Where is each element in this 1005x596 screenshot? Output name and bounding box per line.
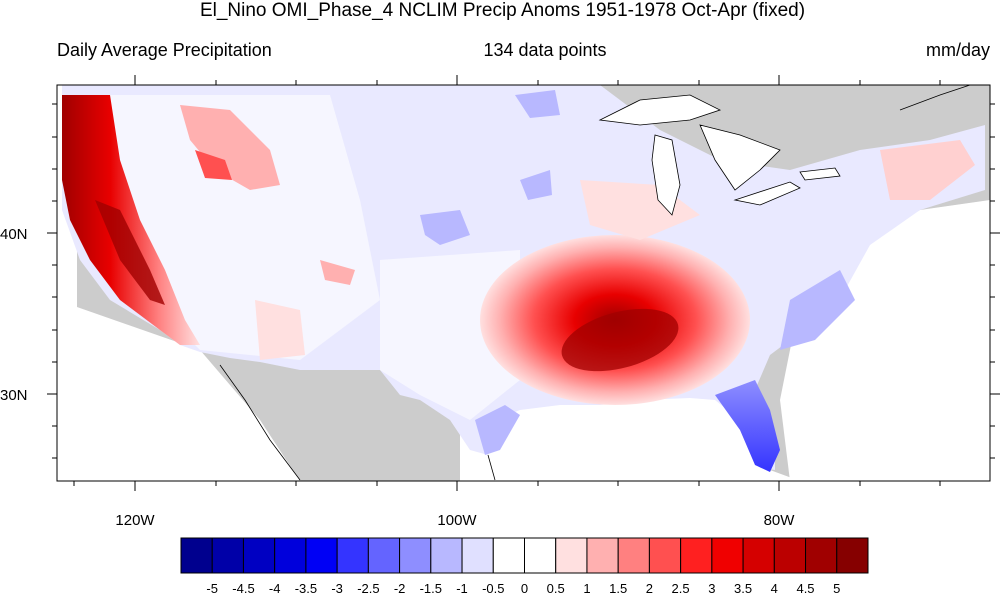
lake-huron [699, 124, 781, 191]
mexico-gulf-coastline [487, 454, 496, 481]
colorbar-swatch [399, 537, 432, 574]
blue-patch-texas-coast [475, 405, 520, 455]
red-patch-idaho [195, 150, 232, 180]
blue-patch-carolinas [780, 270, 855, 350]
lake-superior [598, 94, 722, 126]
colorbar-swatch [773, 537, 807, 574]
blue-patch-dakota [515, 90, 560, 118]
colorbar-tick-label: -5 [206, 581, 218, 596]
colorbar-tick-label: -2 [393, 581, 406, 596]
blue-patch-minnesota [520, 170, 552, 200]
colorbar-swatch [367, 537, 401, 574]
blue-patch-nebraska [420, 210, 470, 245]
colorbar-tick-label: 0 [520, 581, 529, 596]
variable-label: Daily Average Precipitation [57, 40, 272, 60]
colorbar-tick-label: 2.5 [671, 581, 690, 596]
colorbar-tick-label: -3.5 [294, 581, 318, 596]
colorbar-swatch [711, 537, 744, 574]
colorbar-tick-label: -0.5 [482, 581, 505, 596]
colorbar-tick-label: -4.5 [232, 581, 255, 596]
colorbar-tick-label: 0.5 [546, 581, 565, 596]
lon-label-80w: 80W [764, 512, 796, 529]
map-frame [56, 84, 991, 482]
colorbar-tick-label: -4 [268, 581, 281, 596]
colorbar-tick-label: 4 [770, 581, 778, 596]
lon-label-120w: 120W [115, 512, 155, 529]
red-patch-rockies [180, 105, 280, 190]
lat-label-30n: 30N [0, 387, 28, 404]
lake-michigan [651, 134, 681, 216]
colorbar-swatch [492, 537, 525, 574]
red-anomaly-core [561, 308, 679, 372]
colorbar-tick-label: 3.5 [734, 581, 753, 596]
colorbar-swatch [836, 537, 869, 574]
colorbar-tick-label: -1.5 [419, 581, 442, 596]
colorbar-swatch [617, 537, 650, 574]
colorbar-tick-label: -2.5 [357, 581, 380, 596]
colorbar-tick-label: -1 [456, 581, 468, 596]
units-label: mm/day [925, 40, 990, 60]
colorbar [180, 537, 869, 574]
colorbar-tick-label: 1.5 [609, 581, 628, 596]
canada-coastline [899, 85, 972, 111]
lon-label-100w: 100W [437, 512, 477, 529]
near-zero-plains [380, 250, 520, 420]
colorbar-swatch [586, 537, 619, 574]
colorbar-swatch [742, 537, 775, 574]
atlantic-ocean [780, 200, 990, 481]
baja-coastline [219, 364, 301, 481]
red-patch-colorado [320, 260, 355, 285]
colorbar-swatch [805, 537, 838, 574]
colorbar-swatch [555, 537, 588, 574]
colorbar-tick-label: 3 [708, 581, 716, 596]
red-band-west-coast [62, 95, 200, 345]
colorbar-swatch [211, 537, 244, 574]
colorbar-tick-label: -3 [331, 581, 343, 596]
colorbar-swatch [648, 537, 682, 574]
map-title: El_Nino OMI_Phase_4 NCLIM Precip Anoms 1… [199, 0, 806, 21]
lake-ontario [799, 167, 841, 181]
gulf-of-mexico [460, 392, 800, 481]
colorbar-swatch [180, 537, 213, 574]
colorbar-swatch [305, 537, 338, 574]
colorbar-tick-label: 5 [833, 581, 841, 596]
colorbar-swatch [274, 537, 307, 574]
axis-ticks [47, 75, 1000, 491]
blue-patch-florida [715, 380, 780, 472]
red-patch-southwest [255, 300, 305, 360]
colorbar-swatch [680, 537, 713, 574]
colorbar-tick-label: 2 [645, 581, 654, 596]
colorbar-swatch [461, 537, 494, 574]
data-points-label: 134 data points [483, 40, 607, 60]
colorbar-swatch [242, 537, 276, 574]
pink-patch-northeast [880, 140, 975, 200]
lake-erie [733, 181, 801, 206]
colorbar-tick-label: 4.5 [796, 581, 815, 596]
near-zero-west [110, 95, 380, 360]
colorbar-tick-label: 1 [583, 581, 591, 596]
lat-label-40n: 40N [0, 226, 28, 243]
pacific-ocean-south [57, 300, 300, 481]
colorbar-swatch [524, 537, 557, 574]
red-patch-sierra [95, 200, 165, 305]
colorbar-swatch [430, 537, 463, 574]
colorbar-swatch [336, 537, 369, 574]
